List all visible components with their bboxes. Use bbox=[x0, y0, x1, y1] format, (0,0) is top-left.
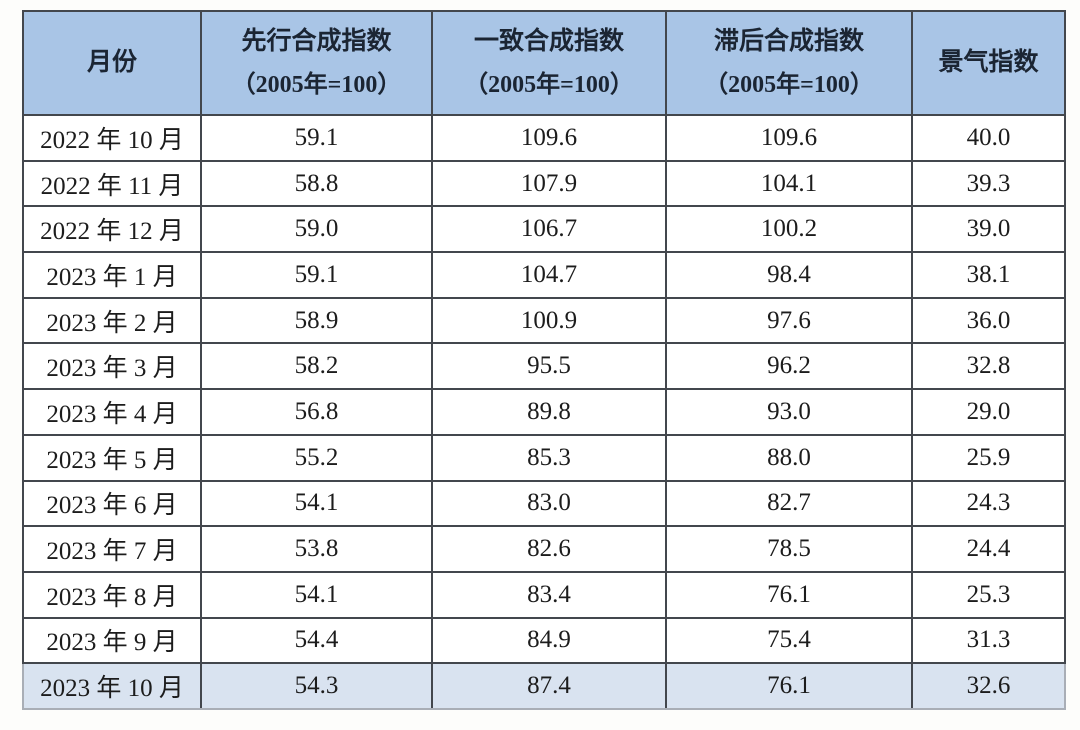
table-cell-prosperity: 38.1 bbox=[911, 251, 1066, 299]
table-cell-leading: 53.8 bbox=[200, 525, 433, 573]
table-cell-coincident: 85.3 bbox=[431, 433, 667, 482]
table-cell-prosperity: 29.0 bbox=[911, 388, 1066, 436]
table-row: 2023 年 8 月 54.1 83.4 76.1 25.3 bbox=[22, 570, 1066, 619]
table-cell-leading: 54.4 bbox=[200, 616, 433, 665]
col-header-month: 月份 bbox=[22, 10, 202, 116]
table-row: 2023 年 7 月 53.8 82.6 78.5 24.4 bbox=[22, 525, 1066, 573]
table-cell-leading: 58.2 bbox=[200, 342, 433, 391]
composite-index-table: 月份 先行合成指数 （2005年=100） 一致合成指数 （2005年=100）… bbox=[22, 10, 1066, 710]
table-cell-prosperity: 39.0 bbox=[911, 205, 1066, 254]
table-row: 2022 年 11 月 58.8 107.9 104.1 39.3 bbox=[22, 159, 1066, 208]
table-cell-coincident: 100.9 bbox=[431, 296, 667, 345]
col-header-coincident-index: 一致合成指数 （2005年=100） bbox=[431, 10, 667, 116]
table-cell-leading: 58.8 bbox=[200, 159, 433, 208]
table-cell-month: 2023 年 5 月 bbox=[22, 433, 202, 482]
table-cell-lagging: 93.0 bbox=[665, 388, 913, 436]
table-cell-leading: 55.2 bbox=[200, 433, 433, 482]
table-cell-prosperity: 24.3 bbox=[911, 479, 1066, 528]
table-cell-lagging: 109.6 bbox=[665, 114, 913, 162]
table-cell-coincident: 82.6 bbox=[431, 525, 667, 573]
table-cell-lagging: 88.0 bbox=[665, 433, 913, 482]
table-row: 2023 年 5 月 55.2 85.3 88.0 25.9 bbox=[22, 433, 1066, 482]
table-cell-prosperity: 24.4 bbox=[911, 525, 1066, 573]
table-cell-coincident: 109.6 bbox=[431, 114, 667, 162]
table-row: 2023 年 4 月 56.8 89.8 93.0 29.0 bbox=[22, 388, 1066, 436]
header-row: 月份 先行合成指数 （2005年=100） 一致合成指数 （2005年=100）… bbox=[22, 10, 1066, 116]
table-cell-prosperity: 25.3 bbox=[911, 570, 1066, 619]
table-cell-coincident: 83.0 bbox=[431, 479, 667, 528]
table-cell-prosperity: 40.0 bbox=[911, 114, 1066, 162]
table-cell-coincident: 84.9 bbox=[431, 616, 667, 665]
table-cell-leading: 59.0 bbox=[200, 205, 433, 254]
table-cell-prosperity: 25.9 bbox=[911, 433, 1066, 482]
table-cell-month: 2023 年 10 月 bbox=[22, 662, 202, 710]
table-cell-leading: 59.1 bbox=[200, 114, 433, 162]
table-cell-lagging: 104.1 bbox=[665, 159, 913, 208]
table-cell-month: 2023 年 8 月 bbox=[22, 570, 202, 619]
table-cell-month: 2023 年 1 月 bbox=[22, 251, 202, 299]
col-header-leading-index: 先行合成指数 （2005年=100） bbox=[200, 10, 433, 116]
table-cell-lagging: 75.4 bbox=[665, 616, 913, 665]
table-row: 2022 年 12 月 59.0 106.7 100.2 39.0 bbox=[22, 205, 1066, 254]
table-cell-leading: 54.1 bbox=[200, 570, 433, 619]
table-row: 2023 年 1 月 59.1 104.7 98.4 38.1 bbox=[22, 251, 1066, 299]
col-header-month-label: 月份 bbox=[86, 49, 137, 77]
table-cell-leading: 59.1 bbox=[200, 251, 433, 299]
table-cell-coincident: 107.9 bbox=[431, 159, 667, 208]
col-header-coincident-base: （2005年=100） bbox=[464, 71, 634, 98]
table-cell-coincident: 87.4 bbox=[431, 662, 667, 710]
table-cell-coincident: 104.7 bbox=[431, 251, 667, 299]
table-cell-lagging: 76.1 bbox=[665, 662, 913, 710]
table-row: 2023 年 3 月 58.2 95.5 96.2 32.8 bbox=[22, 342, 1066, 391]
table-cell-prosperity: 39.3 bbox=[911, 159, 1066, 208]
table-row: 2023 年 6 月 54.1 83.0 82.7 24.3 bbox=[22, 479, 1066, 528]
table-cell-month: 2023 年 4 月 bbox=[22, 388, 202, 436]
table-cell-month: 2023 年 3 月 bbox=[22, 342, 202, 391]
table-row: 2023 年 9 月 54.4 84.9 75.4 31.3 bbox=[22, 616, 1066, 665]
table-cell-month: 2023 年 2 月 bbox=[22, 296, 202, 345]
col-header-coincident-label: 一致合成指数 bbox=[473, 28, 624, 56]
table-cell-coincident: 89.8 bbox=[431, 388, 667, 436]
col-header-lagging-base: （2005年=100） bbox=[704, 71, 874, 98]
table-row: 2023 年 10 月 54.3 87.4 76.1 32.6 bbox=[22, 662, 1066, 710]
table-cell-leading: 54.1 bbox=[200, 479, 433, 528]
table-cell-leading: 56.8 bbox=[200, 388, 433, 436]
table-cell-month: 2023 年 7 月 bbox=[22, 525, 202, 573]
table-cell-month: 2022 年 10 月 bbox=[22, 114, 202, 162]
table-cell-coincident: 83.4 bbox=[431, 570, 667, 619]
table-cell-lagging: 100.2 bbox=[665, 205, 913, 254]
table-cell-prosperity: 32.6 bbox=[911, 662, 1066, 710]
table-cell-prosperity: 36.0 bbox=[911, 296, 1066, 345]
col-header-leading-label: 先行合成指数 bbox=[241, 28, 392, 56]
table-body: 2022 年 10 月 59.1 109.6 109.6 40.0 2022 年 11 月… bbox=[22, 114, 1066, 710]
table-cell-leading: 58.9 bbox=[200, 296, 433, 345]
table-cell-leading: 54.3 bbox=[200, 662, 433, 710]
col-header-prosperity-index: 景气指数 bbox=[911, 10, 1066, 116]
table-cell-lagging: 76.1 bbox=[665, 570, 913, 619]
table-cell-month: 2022 年 12 月 bbox=[22, 205, 202, 254]
table-cell-prosperity: 31.3 bbox=[911, 616, 1066, 665]
table-cell-month: 2023 年 6 月 bbox=[22, 479, 202, 528]
col-header-prosperity-label: 景气指数 bbox=[938, 49, 1039, 77]
col-header-lagging-index: 滞后合成指数 （2005年=100） bbox=[665, 10, 913, 116]
table-cell-lagging: 98.4 bbox=[665, 251, 913, 299]
table-cell-lagging: 82.7 bbox=[665, 479, 913, 528]
table-cell-coincident: 106.7 bbox=[431, 205, 667, 254]
table-cell-prosperity: 32.8 bbox=[911, 342, 1066, 391]
table-cell-lagging: 96.2 bbox=[665, 342, 913, 391]
col-header-lagging-label: 滞后合成指数 bbox=[713, 28, 864, 56]
table-cell-lagging: 78.5 bbox=[665, 525, 913, 573]
table-cell-month: 2023 年 9 月 bbox=[22, 616, 202, 665]
table-row: 2022 年 10 月 59.1 109.6 109.6 40.0 bbox=[22, 114, 1066, 162]
table-cell-month: 2022 年 11 月 bbox=[22, 159, 202, 208]
table-row: 2023 年 2 月 58.9 100.9 97.6 36.0 bbox=[22, 296, 1066, 345]
col-header-leading-base: （2005年=100） bbox=[231, 71, 402, 98]
table-cell-coincident: 95.5 bbox=[431, 342, 667, 391]
table-cell-lagging: 97.6 bbox=[665, 296, 913, 345]
